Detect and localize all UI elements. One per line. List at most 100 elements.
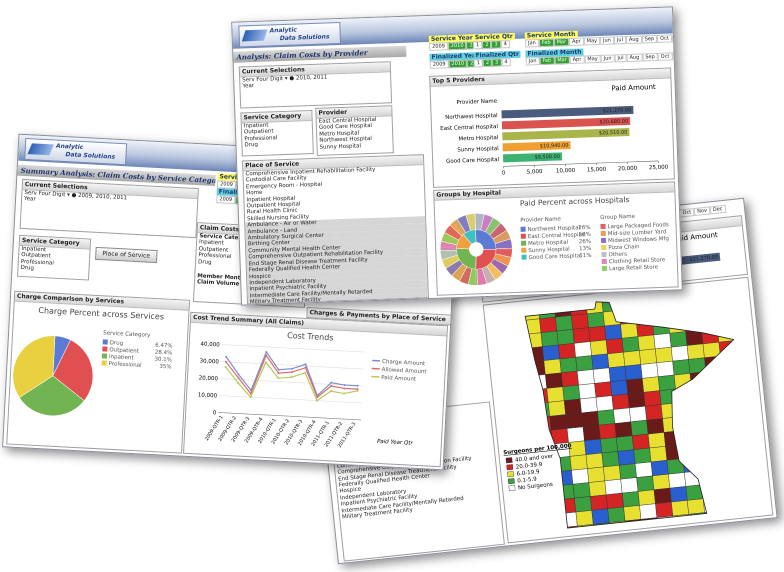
current-selections: Current Selections Serv Four Digit ▾ ● 2… <box>19 178 199 239</box>
county <box>602 310 621 327</box>
value-label: $21,270.00 <box>603 107 632 114</box>
county <box>699 314 718 331</box>
filter-cell[interactable]: 4 <box>501 58 511 67</box>
filter-cell[interactable]: May <box>584 54 601 64</box>
y-tick-label: 40,000 <box>200 341 220 348</box>
list-item[interactable]: Drug <box>244 142 259 149</box>
filter-cell[interactable]: Sep <box>641 34 658 44</box>
filter-cell[interactable]: 2009 <box>429 60 449 69</box>
list: East Central Hospital Good Care Hospital M… <box>317 116 393 151</box>
x-tick-label: 5,000 <box>527 169 543 176</box>
county <box>736 352 752 369</box>
county <box>743 422 752 439</box>
legend-swatch <box>601 258 607 265</box>
county <box>569 299 588 316</box>
legend-swatch <box>601 251 607 258</box>
line-point <box>330 381 333 384</box>
filter-cell[interactable]: May <box>583 36 601 46</box>
value-label: 11% <box>579 253 591 259</box>
county <box>608 365 627 382</box>
county <box>728 437 747 454</box>
filter-cell[interactable]: Mar <box>553 38 570 47</box>
filter-cell[interactable]: 4 <box>500 40 511 49</box>
filter-cell[interactable]: Oct <box>656 34 672 43</box>
filter-cell[interactable]: 3 <box>492 58 502 67</box>
bar <box>501 105 634 119</box>
value-label: 26% <box>578 225 590 231</box>
county <box>681 287 699 304</box>
category-label: Metro Hospital <box>458 135 499 142</box>
county <box>548 400 566 417</box>
filter-cell[interactable]: 1 <box>473 59 484 68</box>
county <box>613 407 631 424</box>
county <box>675 387 694 404</box>
filter-cell[interactable]: Jun <box>599 36 615 45</box>
filter-cell[interactable]: 2010 <box>447 41 467 51</box>
county <box>711 425 730 442</box>
filter-cell[interactable]: Nov <box>671 33 683 43</box>
filter-cell[interactable]: Nov <box>672 51 683 61</box>
filter-cell[interactable]: Jul <box>614 54 627 63</box>
county <box>623 505 642 522</box>
month-cell[interactable]: Oct <box>679 208 695 218</box>
county <box>692 399 711 416</box>
legend-title: Group Name <box>600 214 636 221</box>
pie-slice <box>19 375 85 417</box>
category-label: Sunny Hospital <box>457 146 499 153</box>
x-tick-label: 0 <box>502 170 506 176</box>
y-tick-label: 30,000 <box>199 358 219 365</box>
filter-cell[interactable]: Apr <box>568 37 584 47</box>
filter-cell[interactable]: Jul <box>613 36 627 45</box>
filter-cell[interactable]: Feb <box>538 38 554 48</box>
county <box>708 397 727 414</box>
county <box>565 412 584 429</box>
legend-swatch <box>102 339 108 345</box>
legend-label: Mid-size Lumber Yard <box>608 229 667 237</box>
county <box>650 460 669 477</box>
county <box>653 333 672 350</box>
filter-cell[interactable]: Apr <box>569 55 585 65</box>
value-label: 30.1% <box>154 357 172 364</box>
legend-swatch <box>520 240 527 246</box>
line-point <box>356 389 359 392</box>
service-category: Service Category Inpatient Outpatient Prof… <box>240 110 314 157</box>
legend-swatch <box>508 485 516 492</box>
county <box>598 423 617 440</box>
filter-cell[interactable]: Aug <box>626 53 643 63</box>
county <box>653 487 672 504</box>
line-point <box>343 387 346 390</box>
values: 2010, 2011 <box>295 74 328 82</box>
filter-cell[interactable]: Aug <box>625 35 642 45</box>
filter-cell[interactable]: Jan <box>524 39 539 48</box>
filter-cell[interactable]: 3 <box>491 40 501 49</box>
logo-text: Analytic <box>55 142 84 152</box>
county <box>600 437 618 454</box>
filter-cell[interactable]: 2 <box>482 58 493 68</box>
filter-cell[interactable]: Jun <box>600 54 615 63</box>
filter-cell[interactable]: 2010 <box>448 59 468 69</box>
county <box>687 498 705 515</box>
filter-cell[interactable]: Jan <box>525 57 540 66</box>
legend-label: Northwest Hospital <box>528 225 581 233</box>
filter-cell[interactable]: Feb <box>539 56 555 66</box>
county <box>569 454 588 471</box>
filter-cell[interactable]: 2009 <box>429 42 449 51</box>
line-point <box>343 392 346 395</box>
county <box>582 424 601 442</box>
county <box>734 493 752 510</box>
value-label: $9,500.00 <box>534 154 560 161</box>
filter-cell[interactable]: 1 <box>473 41 483 50</box>
county <box>686 343 705 360</box>
month-cell[interactable]: Nov <box>693 206 711 217</box>
filter-cell[interactable]: 2 <box>482 40 492 50</box>
filter-cell[interactable]: Sep <box>642 52 658 62</box>
place-of-service-button[interactable]: Place of Service <box>95 246 158 264</box>
county <box>530 388 549 405</box>
filter-cell[interactable]: Mar <box>554 56 570 65</box>
legend-label: Pizza Chain <box>608 244 640 251</box>
legend-label: 40.0 and over <box>515 454 555 464</box>
bar <box>502 141 571 152</box>
filter-cell[interactable]: Oct <box>657 52 673 61</box>
month-cell[interactable]: Dec <box>709 204 726 215</box>
filter-cell[interactable]: 2009 <box>216 195 236 205</box>
